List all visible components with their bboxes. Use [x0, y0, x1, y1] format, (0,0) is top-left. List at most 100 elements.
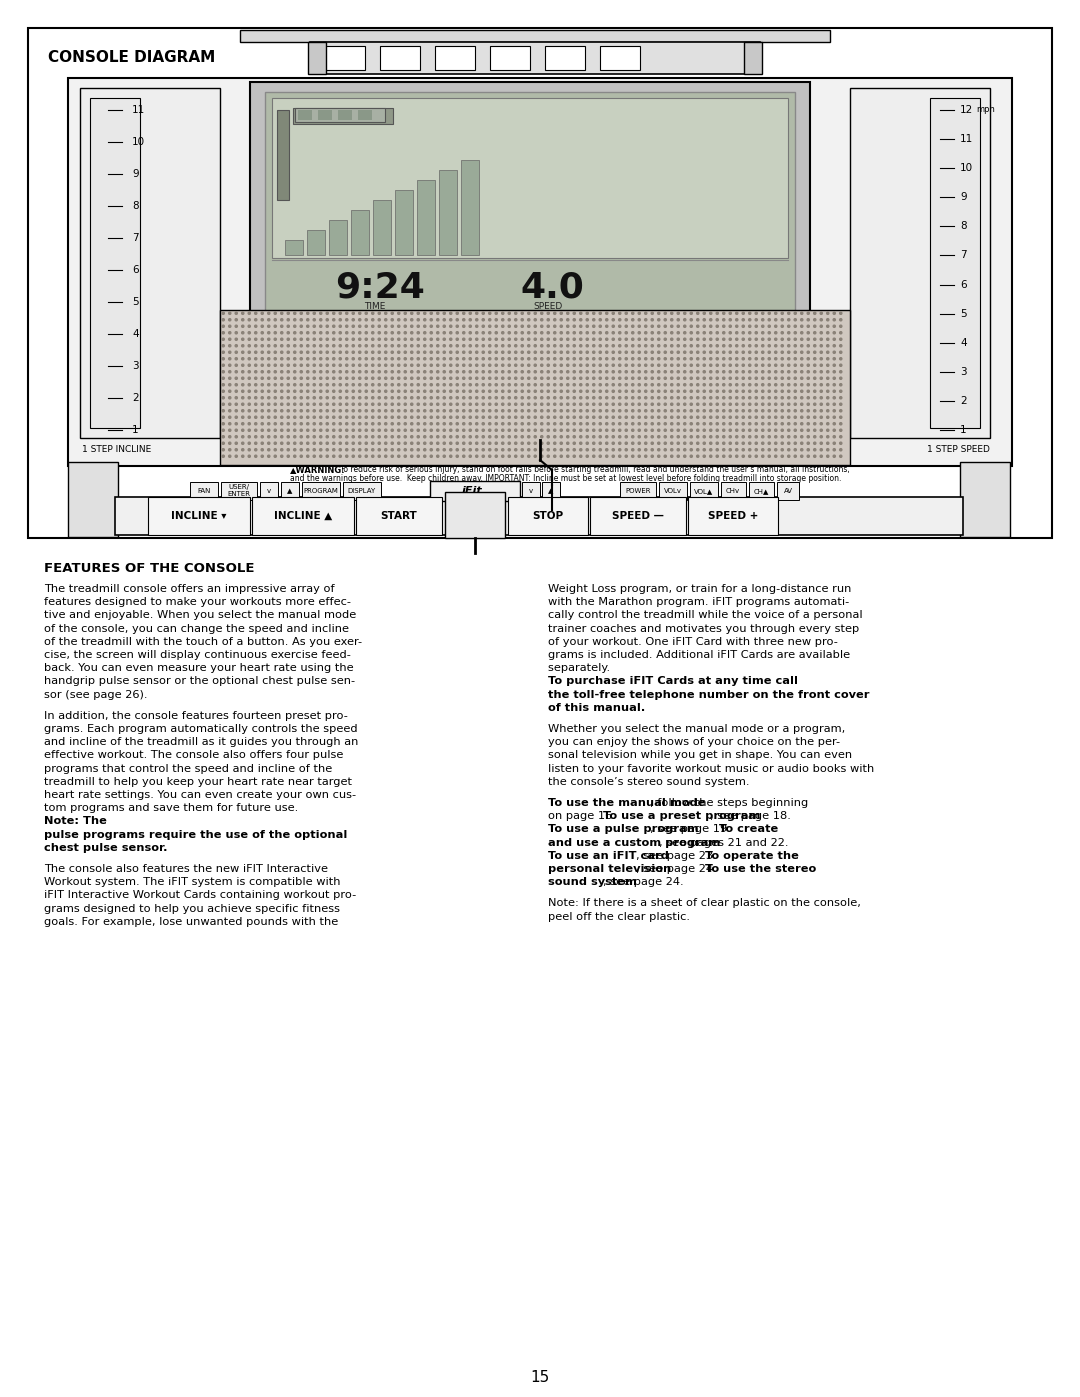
Circle shape	[839, 397, 841, 400]
Circle shape	[248, 345, 251, 346]
Circle shape	[365, 345, 367, 346]
Circle shape	[528, 416, 530, 418]
Bar	[90, 98, 140, 427]
Circle shape	[509, 390, 511, 393]
Circle shape	[281, 397, 283, 400]
Circle shape	[742, 416, 744, 418]
Circle shape	[593, 384, 595, 386]
Circle shape	[294, 338, 296, 341]
Text: 1 STEP SPEED: 1 STEP SPEED	[927, 446, 990, 454]
Circle shape	[586, 441, 589, 444]
Circle shape	[430, 365, 432, 366]
Circle shape	[417, 326, 419, 327]
Circle shape	[378, 441, 380, 444]
Circle shape	[755, 326, 757, 327]
Circle shape	[313, 409, 315, 412]
Circle shape	[658, 338, 660, 341]
Circle shape	[456, 358, 458, 360]
Circle shape	[410, 358, 413, 360]
Circle shape	[313, 455, 315, 457]
Circle shape	[593, 365, 595, 366]
Circle shape	[541, 429, 543, 432]
Circle shape	[567, 338, 569, 341]
Circle shape	[768, 448, 770, 451]
Circle shape	[658, 448, 660, 451]
Circle shape	[274, 312, 276, 314]
Circle shape	[281, 326, 283, 327]
Circle shape	[606, 319, 608, 321]
Circle shape	[326, 409, 328, 412]
Circle shape	[716, 345, 718, 346]
Circle shape	[294, 312, 296, 314]
Circle shape	[482, 416, 484, 418]
Circle shape	[593, 441, 595, 444]
Circle shape	[839, 441, 841, 444]
Circle shape	[684, 377, 686, 380]
Text: 6: 6	[960, 279, 967, 289]
Circle shape	[522, 365, 524, 366]
Circle shape	[242, 397, 244, 400]
Circle shape	[606, 326, 608, 327]
Circle shape	[619, 448, 621, 451]
Circle shape	[761, 441, 764, 444]
Circle shape	[723, 423, 725, 425]
Circle shape	[515, 409, 517, 412]
Circle shape	[222, 404, 225, 405]
Circle shape	[541, 319, 543, 321]
Circle shape	[774, 429, 777, 432]
Circle shape	[255, 409, 257, 412]
Bar	[490, 46, 530, 70]
Circle shape	[488, 326, 490, 327]
Circle shape	[703, 423, 705, 425]
Circle shape	[235, 351, 238, 353]
Circle shape	[664, 338, 666, 341]
Circle shape	[541, 416, 543, 418]
Circle shape	[436, 441, 438, 444]
Circle shape	[742, 455, 744, 457]
Circle shape	[456, 319, 458, 321]
Circle shape	[684, 312, 686, 314]
Circle shape	[352, 365, 354, 366]
Circle shape	[781, 397, 783, 400]
Circle shape	[430, 455, 432, 457]
Circle shape	[423, 409, 426, 412]
Circle shape	[826, 429, 828, 432]
Text: goals. For example, lose unwanted pounds with the: goals. For example, lose unwanted pounds…	[44, 916, 338, 926]
Circle shape	[515, 423, 517, 425]
Circle shape	[430, 377, 432, 380]
Bar	[620, 482, 656, 500]
Circle shape	[664, 312, 666, 314]
Circle shape	[423, 448, 426, 451]
Circle shape	[781, 455, 783, 457]
Circle shape	[352, 319, 354, 321]
Circle shape	[535, 370, 537, 373]
Circle shape	[833, 338, 835, 341]
Bar	[690, 482, 718, 500]
Circle shape	[359, 331, 361, 334]
Circle shape	[222, 390, 225, 393]
Circle shape	[638, 390, 640, 393]
Circle shape	[352, 384, 354, 386]
Circle shape	[443, 370, 445, 373]
Circle shape	[690, 365, 692, 366]
Bar	[80, 88, 220, 439]
Circle shape	[482, 455, 484, 457]
Circle shape	[671, 390, 673, 393]
Circle shape	[632, 326, 634, 327]
Circle shape	[372, 448, 374, 451]
Circle shape	[645, 358, 647, 360]
Circle shape	[287, 436, 289, 437]
Circle shape	[423, 441, 426, 444]
Circle shape	[690, 455, 692, 457]
Circle shape	[586, 351, 589, 353]
Circle shape	[528, 397, 530, 400]
Circle shape	[359, 416, 361, 418]
Circle shape	[787, 448, 789, 451]
Circle shape	[761, 319, 764, 321]
Circle shape	[430, 338, 432, 341]
Circle shape	[456, 390, 458, 393]
Circle shape	[697, 429, 699, 432]
Circle shape	[352, 404, 354, 405]
Text: programs that control the speed and incline of the: programs that control the speed and incl…	[44, 764, 333, 774]
Circle shape	[359, 345, 361, 346]
